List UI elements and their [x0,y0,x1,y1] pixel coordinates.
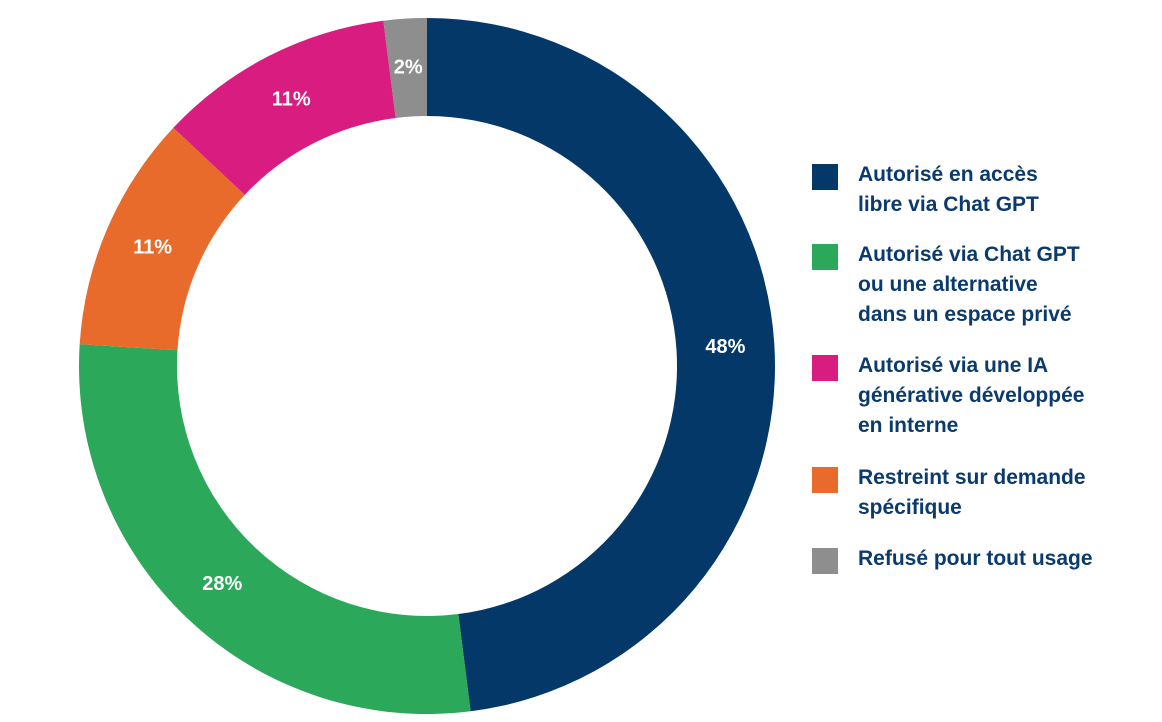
legend-swatch [812,164,838,190]
legend-label: Autorisé via une IA générative développé… [858,354,1085,437]
legend-label: Refusé pour tout usage [858,547,1093,570]
slice-acces-libre [427,18,775,712]
slice-ia-interne [173,20,396,195]
legend-swatch [812,355,838,381]
slice-espace-prive [78,344,471,714]
legend-label: Autorisé en accès libre via Chat GPT [858,163,1039,216]
slice-refuse [383,18,427,118]
slice-label-ia-interne: 11% [272,89,311,111]
legend-label: Restreint sur demande spécifique [858,466,1086,519]
donut-slices [78,18,775,714]
legend-swatch [812,548,838,574]
slice-label-refuse: 2% [394,57,423,79]
slice-restreint [79,127,245,351]
legend-label: Autorisé via Chat GPT ou une alternative… [858,243,1080,326]
legend-swatch [812,244,838,270]
slice-labels: 48% 28% 11% 11% 2% [133,57,746,595]
slice-label-espace-prive: 28% [202,573,242,595]
legend-swatch [812,467,838,493]
slice-label-acces-libre: 48% [705,336,745,358]
slice-label-restreint: 11% [133,236,172,258]
